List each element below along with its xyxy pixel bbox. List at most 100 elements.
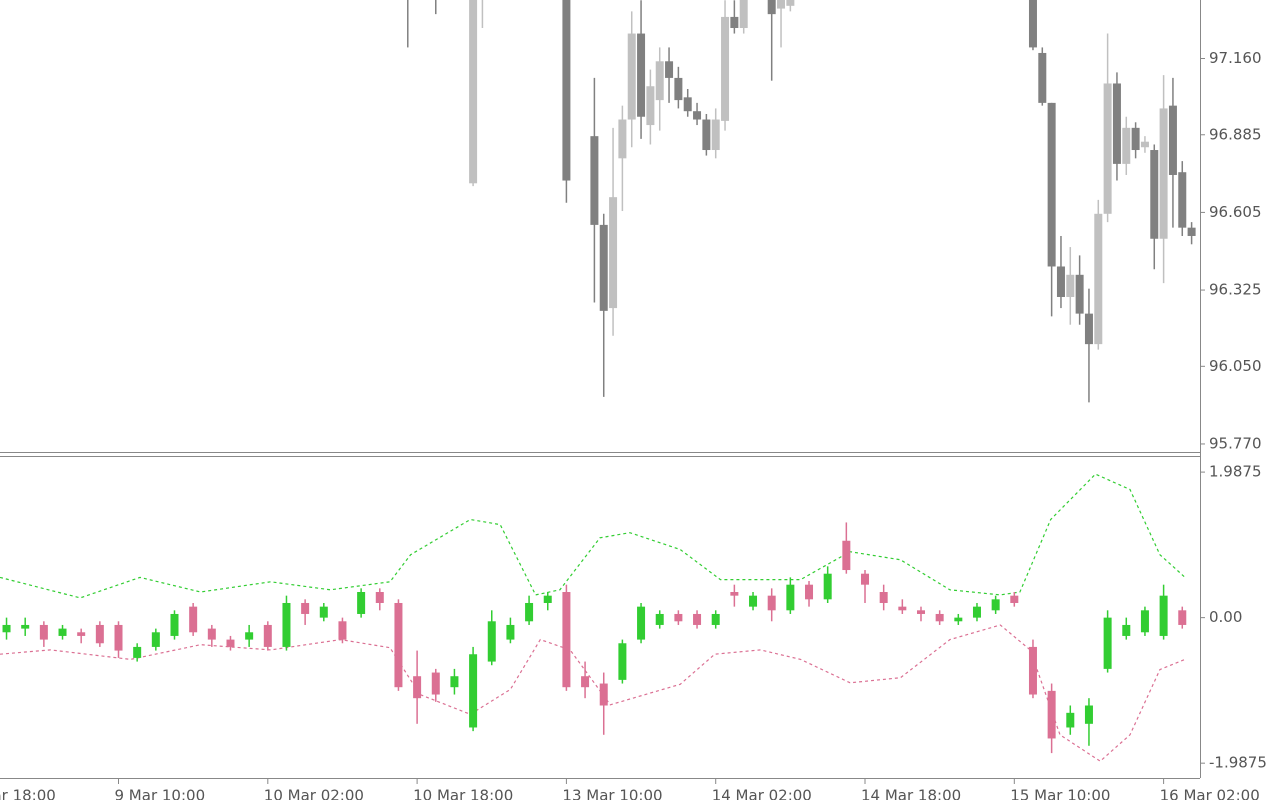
candle-body	[394, 602, 403, 688]
candle-body	[693, 613, 702, 625]
candle-body	[1075, 274, 1084, 314]
candle-body	[543, 595, 552, 603]
candle-body	[189, 606, 198, 633]
candle-body	[1159, 595, 1168, 636]
candle-body	[1159, 108, 1168, 239]
candle-body	[1112, 83, 1121, 164]
candle-body	[730, 16, 739, 29]
candle-body	[301, 602, 310, 614]
candle-body	[21, 624, 30, 629]
candle-body	[1028, 646, 1037, 695]
y-tick-label: 96.605	[1209, 203, 1262, 221]
candle-body	[1140, 141, 1149, 148]
candle-body	[581, 676, 590, 688]
candle-body	[77, 632, 86, 636]
candle-body	[749, 595, 758, 607]
candle-body	[861, 573, 870, 585]
candle-body	[739, 0, 748, 29]
candle-body	[1168, 105, 1177, 175]
candle-body	[637, 33, 646, 117]
candle-body	[655, 613, 664, 625]
candle-body	[1178, 610, 1187, 625]
candle-body	[207, 628, 216, 640]
band-line	[0, 473, 1186, 599]
candle-body	[1084, 313, 1093, 345]
candle-body	[226, 639, 235, 647]
candle-body	[665, 61, 674, 78]
candle-body	[338, 621, 347, 640]
candle-body	[646, 86, 655, 126]
candle-body	[609, 197, 618, 309]
x-tick-label: 16 Mar 02:00	[1160, 787, 1260, 800]
x-tick-label: 9 Mar 10:00	[115, 787, 206, 800]
y-tick-label: 1.9875	[1209, 463, 1262, 481]
candle-body	[1150, 150, 1159, 239]
candle-body	[916, 610, 925, 614]
candle-body	[133, 646, 142, 658]
candle-body	[823, 573, 832, 600]
candle-body	[450, 676, 459, 688]
price-pane	[407, 0, 1196, 403]
x-tick-label: 14 Mar 18:00	[861, 787, 961, 800]
candle-body	[1122, 624, 1131, 636]
candle-body	[590, 136, 599, 225]
candle-body	[114, 624, 123, 651]
candle-body	[1056, 266, 1065, 297]
candle-body	[879, 592, 888, 603]
candle-body	[95, 624, 104, 644]
candle-body	[431, 672, 440, 695]
x-tick-label: 15 Mar 10:00	[1010, 787, 1110, 800]
candle-body	[525, 602, 534, 622]
candle-body	[898, 606, 907, 611]
candle-body	[282, 602, 291, 647]
candle-body	[58, 628, 67, 636]
candle-body	[954, 617, 963, 622]
candle-body	[1178, 172, 1187, 228]
candle-body	[1038, 52, 1047, 103]
candle-body	[562, 592, 571, 688]
candle-body	[786, 0, 795, 6]
candle-body	[170, 613, 179, 636]
candle-body	[767, 595, 776, 611]
candle-body	[721, 16, 730, 121]
candle-body	[655, 61, 664, 101]
candle-body	[842, 540, 851, 571]
candle-body	[1028, 0, 1037, 48]
candle-body	[1084, 705, 1093, 724]
candle-body	[991, 599, 1000, 611]
candle-body	[1066, 712, 1075, 728]
candle-body	[805, 584, 814, 600]
candle-body	[1103, 83, 1112, 214]
x-tick-label: 14 Mar 02:00	[712, 787, 812, 800]
candle-body	[972, 606, 981, 618]
candle-body	[469, 654, 478, 728]
y-tick-label: 96.050	[1209, 357, 1262, 375]
candle-body	[1010, 595, 1019, 603]
candle-body	[2, 624, 11, 633]
axes: 97.160 96.885 96.605 96.325 96.050 95.770 1.98…	[0, 49, 1267, 800]
candle-body	[683, 97, 692, 112]
candle-body	[1066, 274, 1075, 297]
candle-body	[562, 0, 571, 181]
candle-body	[1103, 617, 1112, 669]
candle-body	[1047, 690, 1056, 739]
y-tick-label: 96.325	[1209, 281, 1262, 299]
candle-body	[1094, 213, 1103, 345]
frame	[0, 0, 1201, 779]
x-tick-label: 10 Mar 02:00	[264, 787, 364, 800]
candle-body	[618, 643, 627, 680]
indicator-pane	[0, 473, 1187, 762]
candle-body	[711, 119, 720, 151]
candle-body	[1047, 102, 1056, 267]
candle-body	[151, 632, 160, 647]
candle-body	[935, 613, 944, 622]
candle-body	[599, 224, 608, 311]
candle-body	[1187, 227, 1196, 236]
y-tick-label: 0.00	[1209, 608, 1242, 626]
candle-body	[637, 606, 646, 640]
candle-body	[487, 621, 496, 662]
candle-body	[618, 119, 627, 159]
candle-body	[375, 592, 384, 603]
